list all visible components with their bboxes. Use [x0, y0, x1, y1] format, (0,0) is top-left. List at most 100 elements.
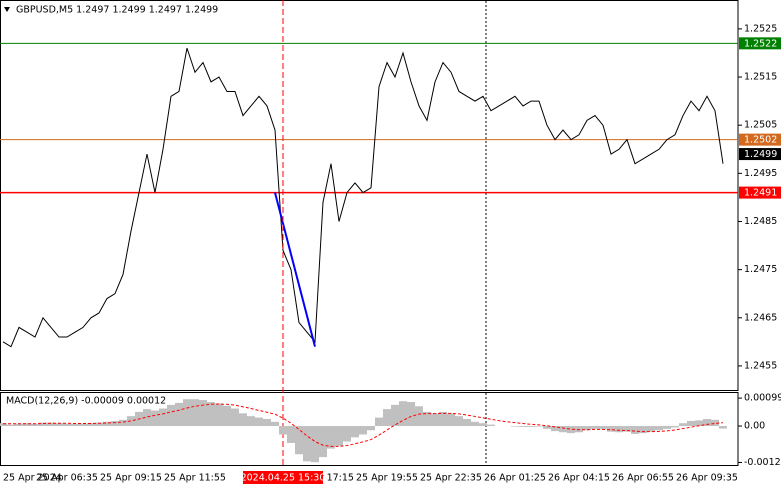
macd-bar [79, 423, 87, 427]
macd-bar [39, 422, 47, 427]
macd-bar [263, 418, 271, 427]
macd-bar [551, 426, 559, 432]
macd-bar [247, 416, 255, 427]
macd-bar [695, 420, 703, 427]
y-tick-label: 1.2515 [744, 72, 777, 83]
level-label-box [739, 133, 781, 146]
y-tick-label: 1.2495 [744, 168, 777, 179]
macd-bar [7, 424, 15, 427]
current-price-box [739, 148, 781, 161]
macd-bar [167, 404, 175, 427]
chart-title: GBPUSD,M5 1.2497 1.2499 1.2497 1.2499 [16, 5, 218, 16]
macd-bar [391, 404, 399, 427]
macd-bar [31, 423, 39, 427]
macd-bar [343, 426, 351, 442]
macd-title: MACD(12,26,9) -0.00009 0.00012 [6, 396, 166, 407]
macd-panel [0, 392, 739, 466]
y-tick-label: 1.2525 [744, 23, 777, 34]
macd-bar [23, 423, 31, 427]
y-tick-label: 1.2475 [744, 264, 777, 275]
macd-bar [71, 423, 79, 427]
macd-bar [271, 421, 279, 427]
macd-bar [631, 426, 639, 434]
macd-bar [487, 424, 495, 427]
y-tick-label: 1.2465 [744, 312, 777, 323]
x-tick-label: 26 Apr 04:15 [548, 473, 610, 484]
macd-bar [591, 426, 599, 429]
x-tick-label: 25 Apr 2024 [3, 473, 62, 484]
macd-bar [703, 418, 711, 427]
crosshair-label-box [243, 471, 323, 484]
macd-bar [95, 422, 103, 427]
x-tick-label: 26 Apr 01:25 [484, 473, 546, 484]
macd-bar [175, 402, 183, 427]
macd-bar [191, 399, 199, 427]
macd-bar [143, 409, 151, 427]
macd-bar [407, 402, 415, 427]
macd-bar [431, 413, 439, 427]
macd-bar [119, 419, 127, 427]
macd-bar [151, 410, 159, 427]
macd-bar [479, 423, 487, 427]
macd-bar [527, 426, 535, 427]
macd-bar [543, 426, 551, 429]
macd-bar [159, 408, 167, 427]
level-label: 1.2502 [744, 135, 777, 146]
macd-bar [199, 400, 207, 427]
macd-bar [439, 411, 447, 427]
x-tick-label: 26 Apr 09:35 [676, 473, 738, 484]
macd-bar [327, 426, 335, 449]
macd-bar [567, 426, 575, 434]
macd-bar [647, 426, 655, 432]
macd-bar [255, 417, 263, 427]
y-tick-label: 1.2455 [744, 360, 777, 371]
y-tick-label: -0.00129 [744, 457, 781, 468]
level-label: 1.2491 [744, 188, 777, 199]
macd-bar [63, 423, 71, 427]
x-tick-label: 25 Apr 19:55 [356, 473, 418, 484]
macd-bar [15, 423, 23, 427]
macd-bar [615, 426, 623, 433]
x-tick-label: 25 Apr 06:35 [36, 473, 98, 484]
macd-bar [55, 423, 63, 427]
macd-bar [583, 426, 591, 431]
macd-bar [295, 426, 303, 455]
macd-bar [575, 426, 583, 433]
macd-bar [623, 426, 631, 432]
x-tick-label: 26 Apr 06:55 [612, 473, 674, 484]
y-tick-label: 0.00 [744, 421, 765, 432]
trend-line [274, 192, 316, 347]
x-tick-label: 25 Apr 22:35 [420, 473, 482, 484]
macd-bar [639, 426, 647, 434]
macd-bar [383, 409, 391, 427]
macd-bar [279, 426, 287, 435]
macd-bar [223, 405, 231, 427]
macd-bar [239, 413, 247, 427]
macd-bar [127, 416, 135, 427]
crosshair-label: 2024.04.25 15:30 [241, 473, 326, 484]
macd-bar [207, 402, 215, 427]
y-tick-label: 1.2485 [744, 216, 777, 227]
macd-bar [455, 416, 463, 427]
macd-bar [311, 426, 319, 463]
macd-bar [519, 426, 527, 427]
y-tick-label: 1.2505 [744, 120, 777, 131]
macd-bar [463, 418, 471, 427]
macd-bar [655, 426, 663, 431]
macd-bar [663, 426, 671, 429]
macd-bar [335, 426, 343, 446]
macd-bar [559, 426, 567, 433]
macd-bar [87, 423, 95, 427]
macd-bar [375, 417, 383, 427]
price-line [2, 47, 724, 348]
main-panel [0, 0, 739, 391]
macd-bar [687, 420, 695, 427]
x-tick-label: 25 Apr 11:55 [164, 473, 226, 484]
macd-bar [47, 422, 55, 427]
macd-bar [111, 420, 119, 427]
macd-bar [671, 426, 679, 428]
level-label-box [739, 186, 781, 199]
y-tick-label: 0.00099 [744, 393, 781, 404]
